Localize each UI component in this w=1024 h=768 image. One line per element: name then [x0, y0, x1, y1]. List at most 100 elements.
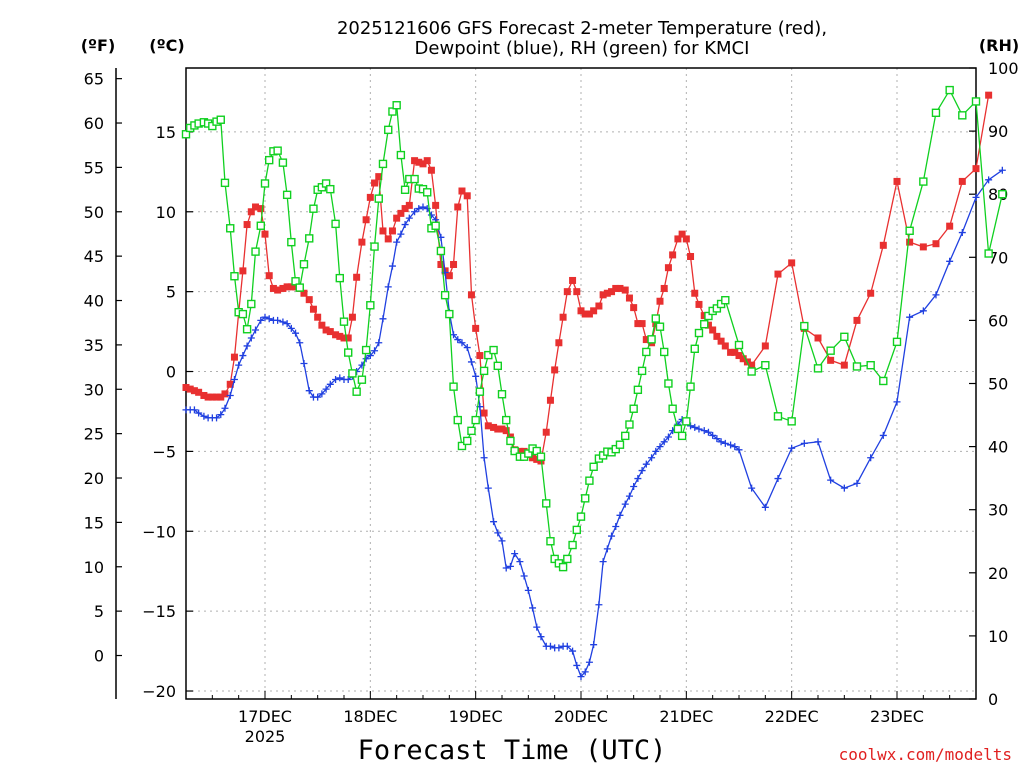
dewpoint-point: [612, 522, 620, 530]
fahrenheit-tick-label: 5: [94, 602, 104, 621]
dewpoint-point: [648, 454, 656, 462]
x-axis-label: Forecast Time (UTC): [358, 735, 667, 766]
dewpoint-point: [221, 404, 229, 412]
rh-point: [453, 415, 462, 425]
temperature-point: [415, 158, 423, 166]
temperature-point: [630, 304, 638, 312]
dewpoint-point: [287, 324, 295, 332]
rh-point: [370, 242, 379, 251]
dewpoint-point: [569, 647, 577, 655]
temperature-point: [472, 324, 480, 332]
rh-tick-label: 100: [988, 59, 1019, 78]
dewpoint-point: [546, 642, 554, 650]
temperature-point: [239, 267, 247, 275]
dewpoint-point: [533, 623, 541, 631]
temperature-point: [463, 192, 471, 200]
temperature-point: [182, 383, 190, 391]
temperature-point: [652, 320, 660, 328]
rh-point: [694, 328, 704, 338]
temperature-point: [366, 193, 374, 201]
rh-point: [251, 247, 260, 256]
temperature-point: [200, 391, 208, 399]
rh-point: [647, 335, 656, 344]
rh-point: [216, 115, 225, 124]
temperature-point: [603, 289, 611, 297]
rh-point: [585, 476, 594, 485]
temperature-point: [709, 326, 717, 334]
dewpoint-point: [985, 176, 993, 184]
temperature-point: [700, 312, 708, 320]
temperature-point: [678, 230, 686, 238]
temperature-point: [269, 284, 277, 292]
rh-point: [761, 361, 770, 370]
temperature-point: [476, 352, 484, 360]
temperature-point: [279, 284, 287, 292]
temperature-point: [748, 361, 756, 369]
rh-point: [721, 296, 730, 305]
temperature-point: [314, 313, 322, 321]
rh-point: [445, 309, 454, 319]
rh-point: [581, 494, 590, 503]
dewpoint-point: [599, 558, 607, 566]
dewpoint-point: [388, 262, 396, 270]
dewpoint-point: [590, 641, 598, 649]
rh-point: [787, 417, 796, 426]
dewpoint-point: [511, 550, 519, 558]
temperature-point: [674, 235, 682, 243]
dewpoint-point: [405, 214, 413, 222]
dewpoint-point: [283, 320, 291, 328]
rh-point: [344, 348, 353, 357]
rh-axis: 1009080706050403020100: [969, 59, 1019, 709]
rh-point: [712, 304, 722, 313]
temperature-point: [853, 316, 861, 324]
celsius-unit-label: (ºC): [149, 36, 184, 55]
rh-point: [449, 382, 458, 391]
rh-point: [305, 234, 314, 243]
rh-point: [396, 150, 406, 160]
temperature-point: [423, 157, 431, 165]
dewpoint-point: [642, 460, 650, 468]
dewpoint-point: [529, 604, 537, 612]
dewpoint-point: [384, 283, 392, 291]
dewpoint-point: [713, 435, 721, 443]
temperature-point: [985, 91, 993, 99]
temperature-point: [195, 388, 203, 396]
dewpoint-point: [397, 230, 405, 238]
rh-point: [431, 221, 440, 230]
dewpoint-point: [800, 439, 808, 447]
temperature-point: [621, 286, 629, 294]
temperature-point: [695, 300, 703, 308]
temperature-point: [384, 235, 392, 243]
temperature-point: [867, 289, 875, 297]
rh-point: [637, 366, 647, 376]
dewpoint-point: [840, 484, 848, 492]
temperature-point: [555, 339, 563, 347]
time-tick-label: 17DEC: [238, 707, 292, 726]
temperature-point: [577, 307, 585, 315]
temperature-point: [379, 227, 387, 235]
rh-point: [410, 174, 419, 184]
rh-tick-label: 0: [988, 690, 998, 709]
dewpoint-point: [656, 443, 664, 451]
rh-point: [278, 158, 288, 167]
dewpoint-point: [322, 385, 330, 393]
rh-point: [840, 332, 849, 342]
rh-point: [489, 345, 498, 355]
rh-point: [919, 177, 928, 186]
temperature-point: [664, 264, 672, 272]
temperature-point: [362, 216, 370, 224]
temperature-point: [906, 238, 914, 246]
celsius-tick-label: 0: [166, 363, 176, 382]
rh-point: [339, 317, 349, 326]
temperature-point: [761, 342, 769, 350]
temperature-point: [638, 320, 646, 328]
rh-point: [282, 190, 292, 200]
temperature-point: [484, 422, 492, 430]
temperature-point: [498, 425, 506, 433]
fahrenheit-tick-label: 35: [84, 336, 104, 355]
temperature-point: [958, 177, 966, 185]
temperature-point: [283, 283, 291, 291]
fahrenheit-tick-label: 10: [84, 558, 104, 577]
temperature-point: [893, 177, 901, 185]
dewpoint-point: [563, 642, 571, 650]
